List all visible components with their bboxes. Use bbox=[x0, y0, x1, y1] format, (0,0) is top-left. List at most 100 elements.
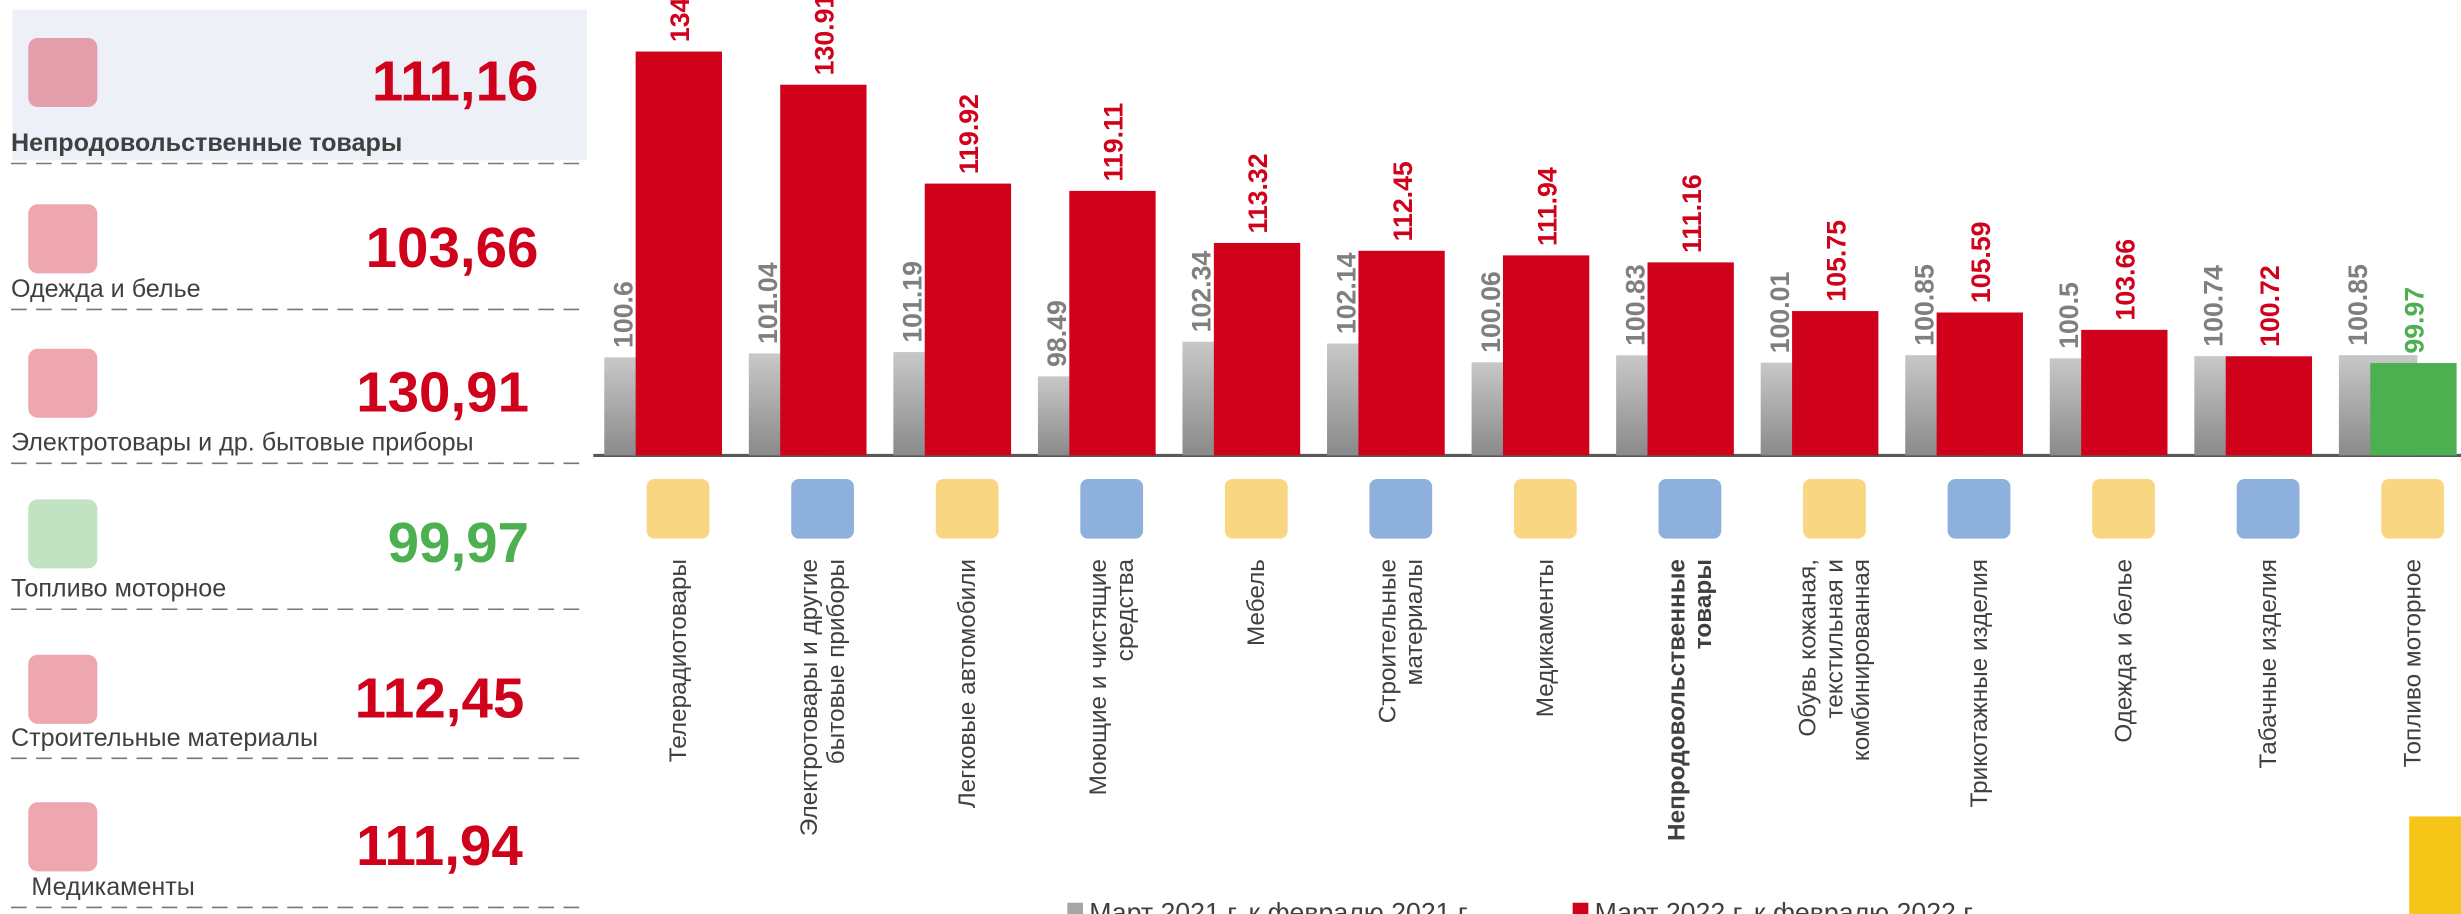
category-icon bbox=[1659, 479, 1722, 539]
x-tick-label: Обувь кожаная,текстильная икомбинированн… bbox=[1795, 559, 1875, 761]
category-icon bbox=[1225, 479, 1288, 539]
value-label: 103.66 bbox=[2111, 239, 2141, 321]
x-tick-label: Табачные изделия bbox=[2255, 559, 2282, 769]
value-label: 113.32 bbox=[1243, 153, 1273, 233]
x-tick-label-line: бытовые приборы bbox=[823, 559, 850, 764]
bar bbox=[1792, 311, 1878, 455]
legend-label: Март 2021 г. к февралю 2021 г. bbox=[1089, 898, 1472, 914]
x-tick-label-line: Строительные bbox=[1374, 559, 1401, 723]
category-icon bbox=[2237, 479, 2300, 539]
bar bbox=[1937, 312, 2023, 455]
item-icon bbox=[28, 38, 97, 107]
page: {"summary_items":[ {"label":"Непродоволь… bbox=[0, 0, 2461, 914]
bar bbox=[1358, 251, 1444, 456]
x-tick-label: Топливо моторное bbox=[2400, 559, 2427, 767]
x-tick-label-line: товары bbox=[1690, 559, 1717, 649]
value-label: 119.11 bbox=[1099, 103, 1129, 182]
x-tick-label-line: Трикотажные изделия bbox=[1966, 559, 1993, 807]
x-tick-label-line: Табачные изделия bbox=[2255, 559, 2282, 769]
value-label: 99.97 bbox=[2400, 287, 2430, 354]
value-label: 130.91 bbox=[810, 0, 840, 75]
value-label: 134.6 bbox=[665, 0, 695, 42]
x-tick-label: Электротовары и другиебытовые приборы bbox=[796, 559, 850, 836]
legend-swatch bbox=[1573, 903, 1589, 914]
x-tick-label-line: Одежда и белье bbox=[2110, 559, 2137, 743]
item-label: Электротовары и др. бытовые приборы bbox=[11, 429, 474, 457]
x-tick-label: Строительныематериалы bbox=[1374, 559, 1428, 723]
bar bbox=[925, 184, 1011, 456]
item-icon bbox=[28, 349, 97, 418]
x-tick-label-line: Обувь кожаная, bbox=[1795, 559, 1822, 737]
bar bbox=[1069, 191, 1155, 456]
x-tick-label-line: Электротовары и другие bbox=[796, 559, 823, 836]
x-tick-label-line: Топливо моторное bbox=[2400, 559, 2427, 767]
value-label: 100.83 bbox=[1620, 264, 1650, 346]
category-icon bbox=[791, 479, 854, 539]
item-label: Одежда и белье bbox=[11, 275, 201, 303]
value-label: 100.85 bbox=[1909, 264, 1939, 346]
item-value: 103,66 bbox=[366, 216, 539, 279]
x-tick-label-line: материалы bbox=[1401, 559, 1428, 685]
value-label: 100.06 bbox=[1476, 271, 1506, 353]
x-tick-label-line: комбинированная bbox=[1848, 559, 1875, 761]
value-label: 102.14 bbox=[1331, 252, 1361, 334]
category-icon bbox=[1803, 479, 1866, 539]
item-label: Строительные материалы bbox=[11, 724, 318, 752]
value-label: 102.34 bbox=[1187, 251, 1217, 333]
x-tick-label-line: Непродовольственные bbox=[1663, 559, 1690, 841]
chart: Непродовольственные товары 111,16 Одежда и… bbox=[0, 0, 2461, 914]
value-label: 105.75 bbox=[1821, 220, 1851, 302]
x-tick-label: Непродовольственныетовары bbox=[1663, 559, 1717, 841]
value-label: 100.01 bbox=[1765, 272, 1795, 354]
legend-swatch bbox=[1067, 903, 1083, 914]
x-tick-label: Одежда и белье bbox=[2110, 559, 2137, 743]
bar bbox=[1214, 243, 1300, 455]
bar bbox=[2370, 363, 2456, 455]
x-tick-label-line: текстильная и bbox=[1821, 559, 1848, 718]
x-tick-label-line: Легковые автомобили bbox=[954, 559, 981, 808]
x-tick-label: Легковые автомобили bbox=[954, 559, 981, 808]
value-label: 100.74 bbox=[2199, 265, 2229, 347]
x-tick-label-line: средства bbox=[1112, 559, 1139, 662]
bar bbox=[2226, 356, 2312, 455]
value-label: 100.85 bbox=[2343, 264, 2373, 346]
value-label: 100.5 bbox=[2054, 282, 2084, 349]
category-icon bbox=[1948, 479, 2011, 539]
x-tick-label: Телерадиотовары bbox=[665, 559, 692, 762]
x-tick-label: Мебель bbox=[1243, 559, 1270, 646]
item-value: 111,94 bbox=[356, 814, 523, 877]
category-icon bbox=[647, 479, 710, 539]
item-value: 99,97 bbox=[388, 511, 529, 574]
category-icon bbox=[1080, 479, 1143, 539]
x-tick-label: Трикотажные изделия bbox=[1966, 559, 1993, 807]
x-tick-label: Медикаменты bbox=[1532, 559, 1559, 717]
corner-button[interactable] bbox=[2409, 816, 2461, 914]
item-value: 112,45 bbox=[355, 667, 525, 730]
value-label: 111.94 bbox=[1532, 167, 1562, 246]
value-label: 101.19 bbox=[898, 261, 928, 343]
category-icon bbox=[1514, 479, 1577, 539]
x-tick-label-line: Телерадиотовары bbox=[665, 559, 692, 762]
item-icon bbox=[28, 802, 97, 871]
value-label: 100.6 bbox=[609, 281, 639, 348]
category-icon bbox=[2381, 479, 2444, 539]
bar bbox=[1648, 262, 1734, 455]
value-label: 119.92 bbox=[954, 94, 984, 174]
item-value: 111,16 bbox=[372, 50, 539, 113]
x-tick-label-line: Мебель bbox=[1243, 559, 1270, 646]
value-label: 100.72 bbox=[2255, 265, 2285, 347]
category-icon bbox=[936, 479, 999, 539]
item-icon bbox=[28, 499, 97, 568]
value-label: 111.16 bbox=[1677, 174, 1707, 253]
item-icon bbox=[28, 204, 97, 273]
x-tick-label-line: Медикаменты bbox=[1532, 559, 1559, 717]
value-label: 98.49 bbox=[1042, 300, 1072, 367]
bar bbox=[2081, 330, 2167, 456]
x-tick-label: Моющие и чистящиесредства bbox=[1085, 559, 1139, 796]
x-tick-label-line: Моющие и чистящие bbox=[1085, 559, 1112, 795]
value-label: 112.45 bbox=[1388, 161, 1418, 241]
value-label: 105.59 bbox=[1966, 221, 1996, 303]
item-label: Медикаменты bbox=[31, 873, 194, 901]
bar bbox=[636, 52, 722, 456]
item-label: Топливо моторное bbox=[11, 575, 226, 603]
